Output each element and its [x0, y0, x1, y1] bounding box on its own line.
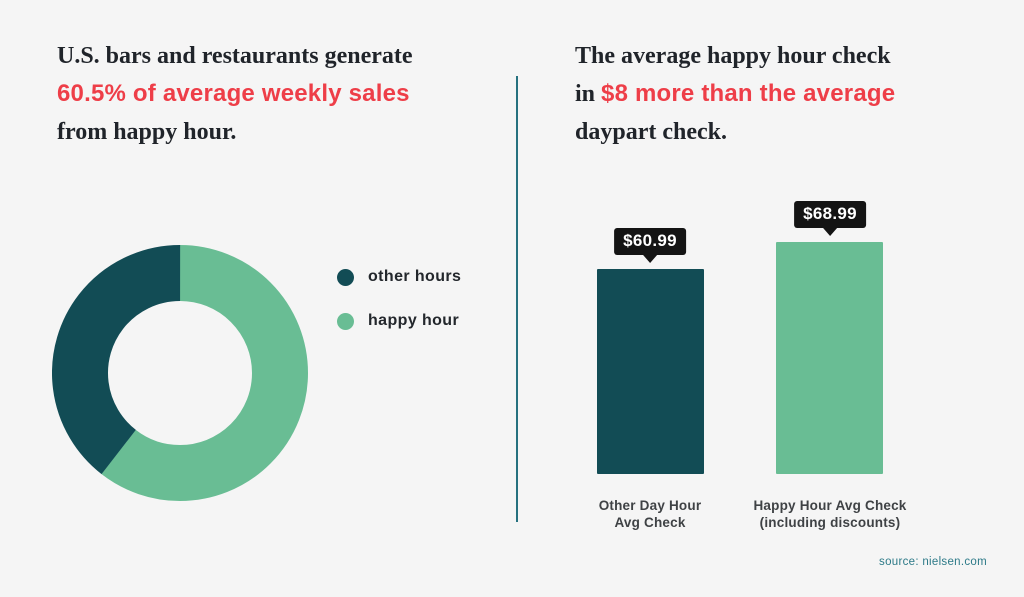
legend-item-other-hours: other hours — [337, 268, 461, 286]
legend-label-other-hours: other hours — [368, 268, 462, 285]
right-title-highlight: $8 more than the average — [601, 80, 896, 107]
right-panel-title: The average happy hour check in $8 more … — [575, 37, 895, 151]
left-panel-title: U.S. bars and restaurants generate 60.5%… — [57, 37, 413, 151]
bar-happy-hour — [776, 242, 883, 474]
legend-item-happy-hour: happy hour — [337, 312, 461, 330]
donut-legend: other hours happy hour — [337, 268, 461, 356]
bar-category-label-other-day-hour: Other Day Hour Avg Check — [535, 497, 765, 531]
legend-swatch-other-hours — [337, 268, 354, 286]
right-title-line1: The average happy hour check — [575, 43, 891, 69]
bar-category-label-happy-hour: Happy Hour Avg Check (including discount… — [715, 497, 945, 531]
left-title-highlight: 60.5% of average weekly sales — [57, 80, 410, 107]
legend-swatch-happy-hour — [337, 312, 354, 330]
value-tag-happy-hour: $68.99 — [794, 201, 866, 228]
legend-label-happy-hour: happy hour — [368, 312, 460, 329]
donut-chart — [52, 245, 308, 501]
bar-label-line2: (including discounts) — [759, 515, 901, 530]
left-title-line1: U.S. bars and restaurants generate — [57, 43, 413, 69]
bar-other-day-hour — [597, 269, 704, 474]
left-title-line3: from happy hour. — [57, 119, 237, 145]
source-credit: source: nielsen.com — [879, 556, 987, 568]
panel-divider — [516, 76, 518, 522]
bar-label-line2: Avg Check — [614, 515, 686, 530]
bar-label-line1: Happy Hour Avg Check — [753, 498, 907, 513]
right-title-line2-prefix: in — [575, 81, 602, 107]
right-title-line3: daypart check. — [575, 119, 727, 145]
bar-label-line1: Other Day Hour — [598, 498, 702, 513]
value-tag-other-day-hour: $60.99 — [614, 228, 686, 255]
